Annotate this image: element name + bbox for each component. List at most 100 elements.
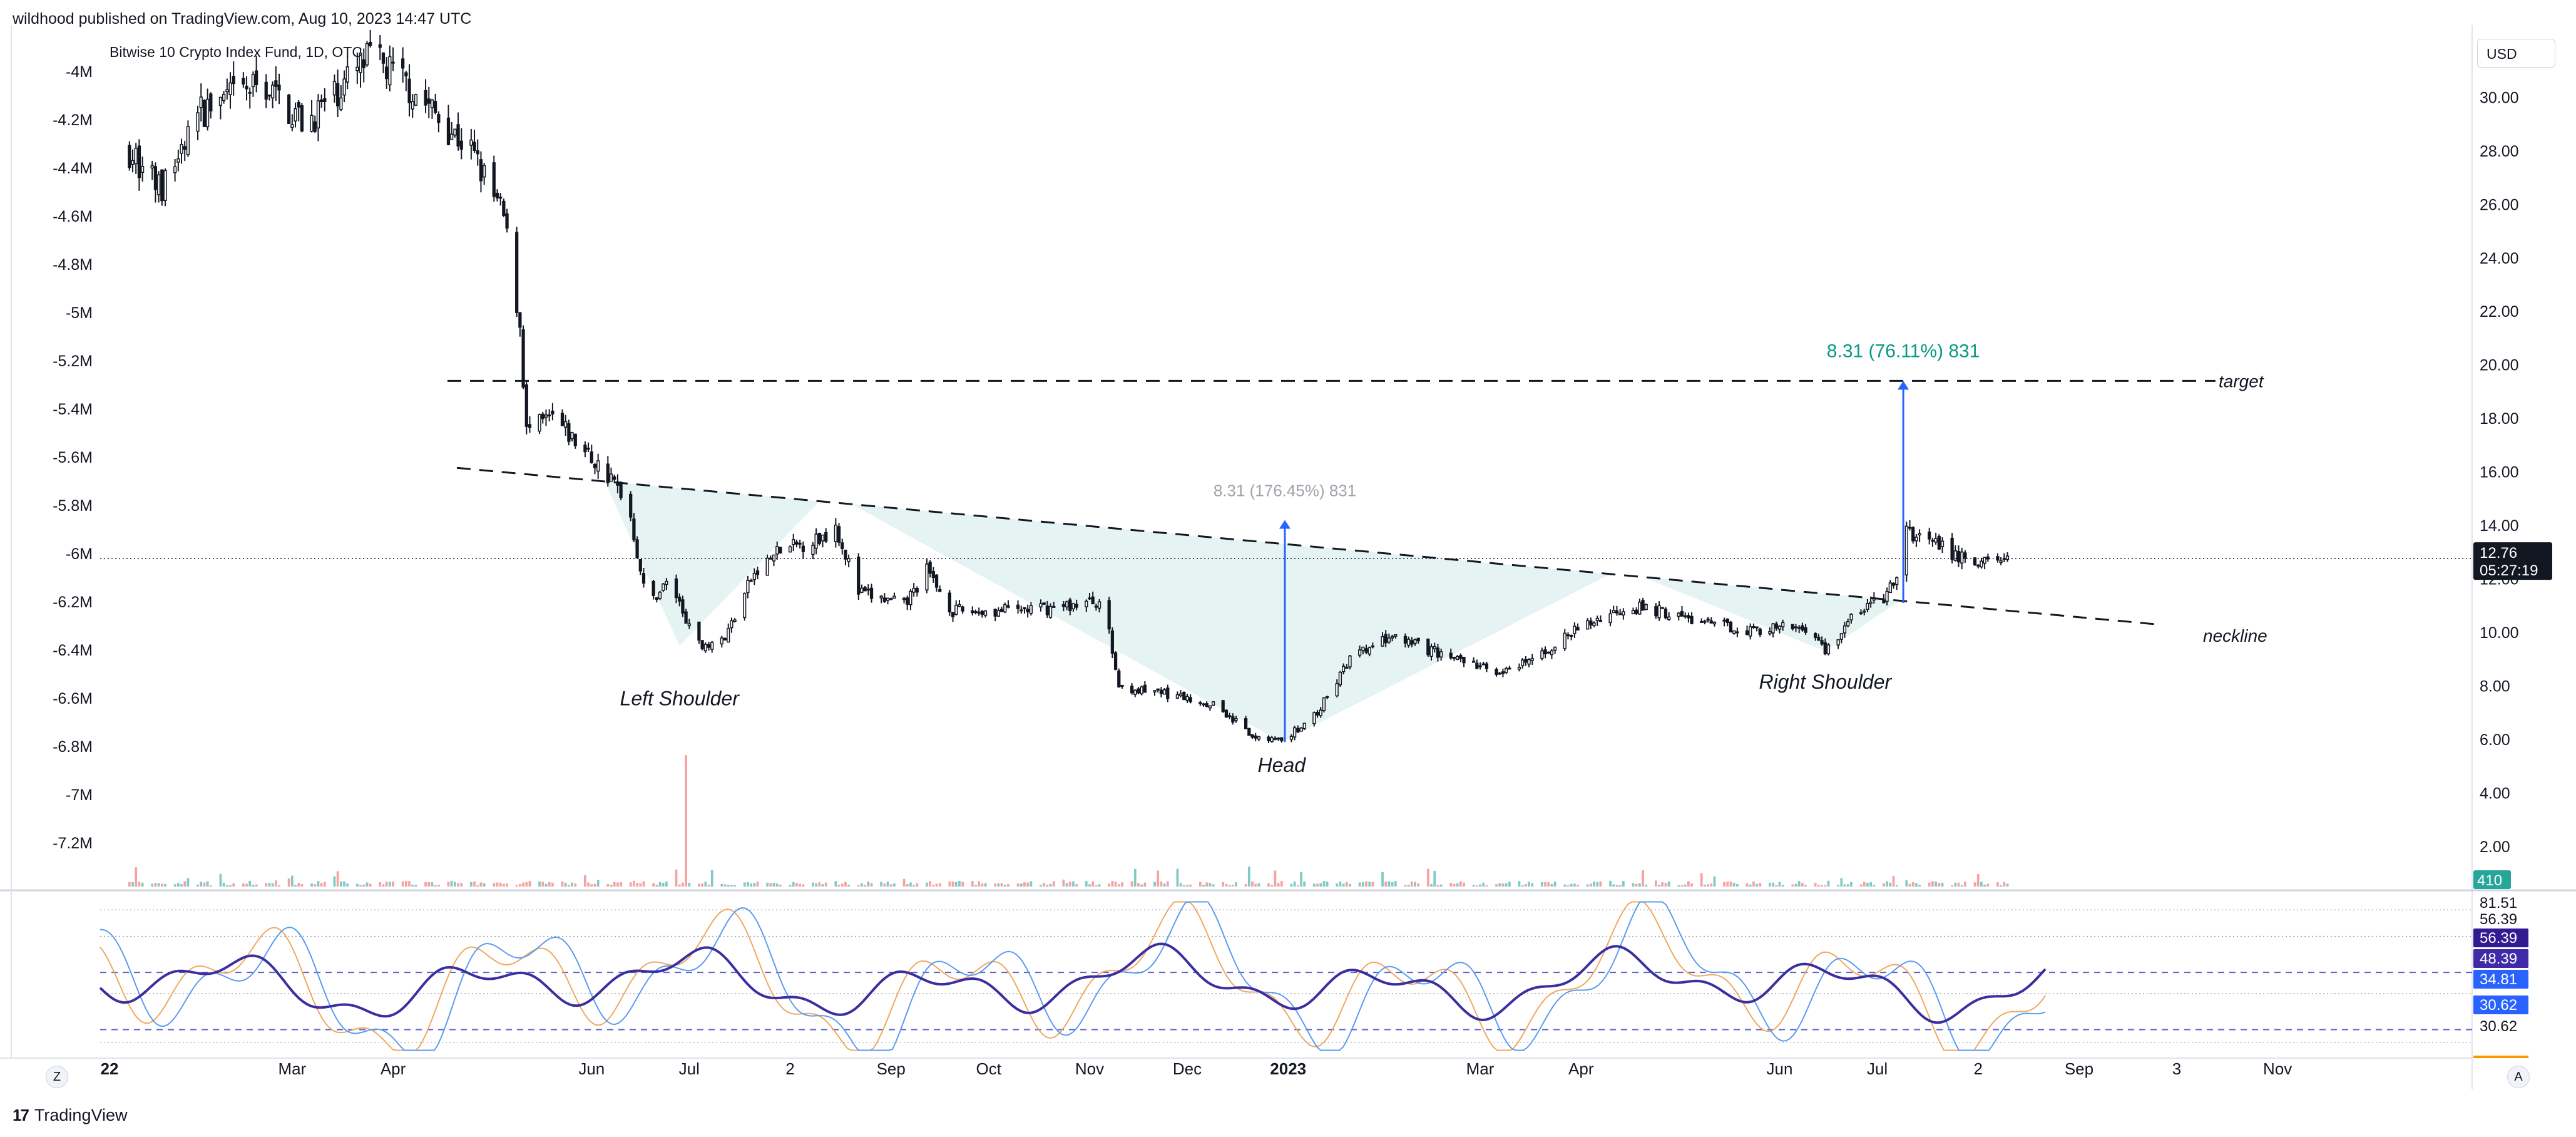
candle [1276, 737, 1280, 741]
volume-bar [525, 882, 528, 887]
volume-bar [1837, 885, 1839, 887]
volume-bar [1202, 885, 1205, 887]
volume-bar [978, 881, 981, 887]
candle [310, 100, 314, 133]
candle [1846, 618, 1850, 628]
axes: 2.004.006.008.0010.0012.0014.0016.0018.0… [53, 63, 2518, 1078]
candle [1234, 716, 1238, 723]
volume-bar [1540, 882, 1543, 887]
volume-bar [916, 883, 919, 887]
volume-bar [502, 883, 505, 887]
candle [635, 536, 639, 558]
candle [430, 99, 434, 119]
volume-bar [1189, 884, 1192, 887]
volume-bar [1869, 882, 1872, 887]
volume-bar [818, 882, 821, 887]
candle [629, 491, 633, 522]
candle [1573, 622, 1577, 639]
candle [274, 66, 278, 101]
candle [1065, 600, 1069, 610]
volume-bar [861, 883, 863, 887]
candle [1472, 657, 1476, 663]
candle [518, 312, 522, 337]
candle [251, 71, 255, 97]
candle [1680, 606, 1684, 617]
candle [1322, 697, 1326, 713]
volume-bar [1098, 884, 1101, 887]
candle [495, 189, 499, 202]
volume-bar [1342, 883, 1345, 887]
candle [1247, 728, 1251, 736]
volume-bar [1244, 883, 1247, 887]
x-tick-label: Sep [877, 1059, 906, 1078]
volume-bar [1531, 883, 1534, 887]
left-scale-label: -5.4M [53, 401, 93, 418]
measure-target-arrow-arrow [1898, 381, 1909, 390]
volume-bar [961, 882, 964, 887]
candle [407, 64, 411, 117]
volume-bar [1426, 868, 1429, 887]
volume-bar [1433, 870, 1436, 887]
candle [1348, 655, 1352, 670]
candle [1188, 694, 1192, 704]
volume-bar [408, 881, 411, 887]
volume-bar [1052, 881, 1055, 887]
volume-bar [434, 885, 437, 887]
volume-bar [1645, 885, 1648, 887]
candle [1546, 651, 1550, 654]
volume-bar [886, 882, 889, 887]
candle [381, 52, 386, 73]
candle [974, 609, 978, 615]
volume-bar [1736, 883, 1739, 887]
volume-bar [1404, 885, 1407, 887]
candle [202, 99, 207, 127]
y-tick-label: 10.00 [2480, 624, 2519, 642]
volume-bar [1345, 882, 1348, 887]
candle [1755, 626, 1759, 632]
annotation-target: target [2219, 371, 2264, 391]
candle [971, 606, 974, 615]
volume-bar [1475, 885, 1478, 887]
volume-bar [1417, 883, 1420, 887]
candle [1231, 713, 1235, 725]
volume-bar [1680, 885, 1684, 887]
volume-bar [1827, 880, 1830, 887]
candle [1592, 621, 1596, 627]
volume-bar [629, 882, 632, 887]
candle [245, 76, 248, 101]
volume-bar [1358, 882, 1361, 887]
volume-bar [935, 883, 938, 887]
candle [209, 92, 213, 119]
volume-bar [404, 881, 407, 887]
candle [1553, 646, 1557, 654]
candle [1202, 702, 1205, 707]
volume-label-value: 410 [2477, 872, 2502, 889]
candle [1521, 657, 1525, 669]
head-and-shoulders-pattern [605, 481, 1900, 743]
volume-bar [1026, 882, 1030, 887]
volume-bar [616, 882, 619, 887]
currency-button[interactable]: USD [2477, 39, 2555, 68]
candle [1501, 668, 1505, 677]
volume-bar [1046, 884, 1049, 887]
y-tick-label: 2.00 [2480, 838, 2510, 856]
left-scale-label: -6.4M [53, 642, 93, 659]
candle [1267, 735, 1270, 743]
volume-bar [206, 881, 209, 887]
candle [817, 532, 821, 546]
auto-scale-button[interactable]: A [2507, 1066, 2530, 1088]
candle [1517, 663, 1521, 672]
volume-bar [1251, 881, 1254, 887]
oscillator-value: 34.81 [2480, 971, 2517, 988]
candle [1677, 612, 1680, 620]
volume-bar [1293, 882, 1296, 887]
candle [502, 198, 506, 217]
symbol-title[interactable]: Bitwise 10 Crypto Index Fund, 1D, OTC [110, 44, 362, 60]
candle [287, 93, 291, 124]
y-tick-label: 8.00 [2480, 678, 2510, 696]
candle [378, 35, 382, 61]
timezone-button[interactable]: Z [46, 1066, 68, 1088]
left-scale-label: -7M [66, 786, 93, 804]
volume-bar [339, 881, 342, 887]
